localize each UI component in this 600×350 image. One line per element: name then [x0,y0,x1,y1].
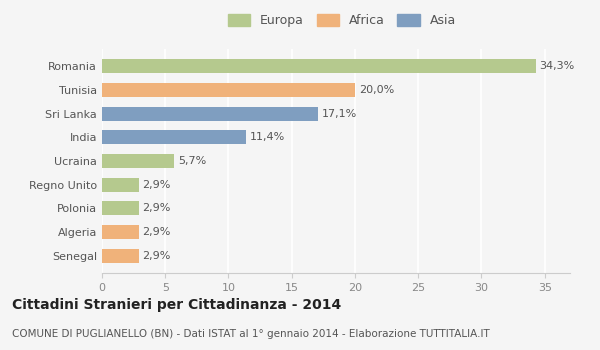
Text: Cittadini Stranieri per Cittadinanza - 2014: Cittadini Stranieri per Cittadinanza - 2… [12,298,341,312]
Text: 2,9%: 2,9% [142,203,171,214]
Bar [102,248,139,263]
Bar [102,225,139,239]
Bar [102,177,139,192]
Text: 20,0%: 20,0% [359,85,394,95]
Text: 2,9%: 2,9% [142,180,171,190]
Text: 2,9%: 2,9% [142,227,171,237]
Text: 17,1%: 17,1% [322,108,358,119]
Bar [102,130,246,145]
Text: 11,4%: 11,4% [250,132,285,142]
Text: COMUNE DI PUGLIANELLO (BN) - Dati ISTAT al 1° gennaio 2014 - Elaborazione TUTTIT: COMUNE DI PUGLIANELLO (BN) - Dati ISTAT … [12,329,490,339]
Text: 34,3%: 34,3% [539,61,575,71]
Legend: Europa, Africa, Asia: Europa, Africa, Asia [224,10,460,31]
Bar [102,154,174,168]
Text: 2,9%: 2,9% [142,251,171,261]
Bar [102,59,536,74]
Text: 5,7%: 5,7% [178,156,206,166]
Bar [102,83,355,97]
Bar [102,201,139,216]
Bar [102,106,318,121]
